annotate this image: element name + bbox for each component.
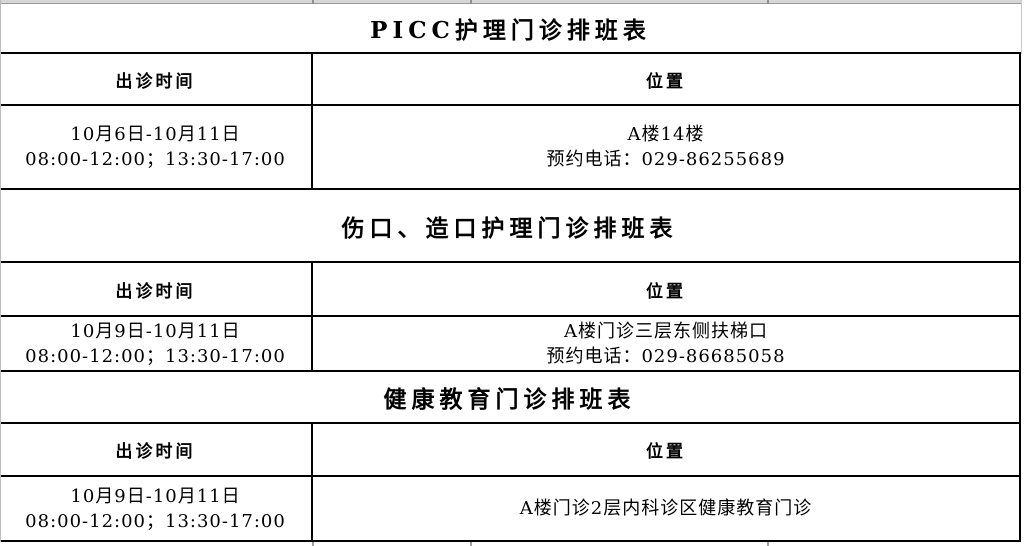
table-row: 10月9日-10月11日 08:00-12:00；13:30-17:00 A楼门…	[0, 317, 1021, 372]
time-date-range: 10月9日-10月11日	[70, 485, 241, 507]
sheet-right-gridline	[1021, 0, 1022, 54]
column-header-location: 位置	[646, 442, 686, 462]
column-header-location: 位置	[646, 281, 686, 302]
column-header-time: 出诊时间	[0, 263, 313, 315]
sheet-gridline-stub	[470, 0, 472, 4]
location-place: A楼门诊2层内科诊区健康教育门诊	[519, 498, 813, 519]
column-header-time: 出诊时间	[0, 54, 313, 104]
location-place: A楼14楼	[627, 124, 705, 145]
table-title: 健康教育门诊排班表	[383, 386, 636, 413]
time-hours: 08:00-12:00；13:30-17:00	[25, 149, 286, 170]
time-date-range: 10月9日-10月11日	[70, 320, 241, 342]
table-title: PICC护理门诊排班表	[370, 17, 651, 44]
cell-time: 10月6日-10月11日 08:00-12:00；13:30-17:00	[0, 106, 313, 188]
location-phone: 预约电话：029-86685058	[546, 345, 786, 367]
time-hours: 08:00-12:00；13:30-17:00	[25, 345, 286, 367]
sheet-left-gridline	[0, 0, 1, 542]
sheet-gridline-stub	[767, 0, 769, 4]
table-row: 10月9日-10月11日 08:00-12:00；13:30-17:00 A楼门…	[0, 477, 1021, 542]
schedule-table-health-education: 健康教育门诊排班表 出诊时间 位置 10月9日-10月11日 08:00-12:…	[0, 372, 1021, 542]
sheet-gridline-stub	[767, 542, 769, 546]
column-header-location: 位置	[646, 71, 686, 92]
table-header-row: 出诊时间 位置	[0, 424, 1021, 477]
sheet-top-gridline	[0, 3, 1021, 4]
table-title: 伤口、造口护理门诊排班表	[341, 214, 678, 242]
cell-time: 10月9日-10月11日 08:00-12:00；13:30-17:00	[0, 477, 313, 540]
time-date-range: 10月6日-10月11日	[70, 124, 241, 145]
sheet-gridline-stub	[312, 0, 314, 4]
location-place: A楼门诊三层东侧扶梯口	[564, 320, 768, 342]
column-header-time: 出诊时间	[0, 424, 313, 475]
sheet-gridline-stub	[470, 542, 472, 546]
schedule-tables: PICC护理门诊排班表 出诊时间 位置 10月6日-10月11日 08:00-1…	[0, 4, 1021, 542]
time-hours: 08:00-12:00；13:30-17:00	[25, 510, 286, 532]
table-title-row: PICC护理门诊排班表	[0, 4, 1021, 54]
table-header-row: 出诊时间 位置	[0, 263, 1021, 317]
sheet-top-row-remnant	[0, 0, 1021, 3]
table-row: 10月6日-10月11日 08:00-12:00；13:30-17:00 A楼1…	[0, 106, 1021, 190]
cell-time: 10月9日-10月11日 08:00-12:00；13:30-17:00	[0, 317, 313, 370]
location-phone: 预约电话：029-86255689	[546, 149, 786, 170]
schedule-table-wound-stoma: 伤口、造口护理门诊排班表 出诊时间 位置 10月9日-10月11日 08:00-…	[0, 190, 1021, 372]
table-header-row: 出诊时间 位置	[0, 54, 1021, 106]
cell-location: A楼门诊2层内科诊区健康教育门诊	[313, 477, 1019, 540]
table-title-row: 伤口、造口护理门诊排班表	[0, 190, 1021, 263]
cell-location: A楼门诊三层东侧扶梯口 预约电话：029-86685058	[313, 317, 1019, 370]
sheet-gridline-stub	[312, 542, 314, 546]
schedule-table-picc: PICC护理门诊排班表 出诊时间 位置 10月6日-10月11日 08:00-1…	[0, 4, 1021, 190]
table-title-row: 健康教育门诊排班表	[0, 372, 1021, 424]
cell-location: A楼14楼 预约电话：029-86255689	[313, 106, 1019, 188]
